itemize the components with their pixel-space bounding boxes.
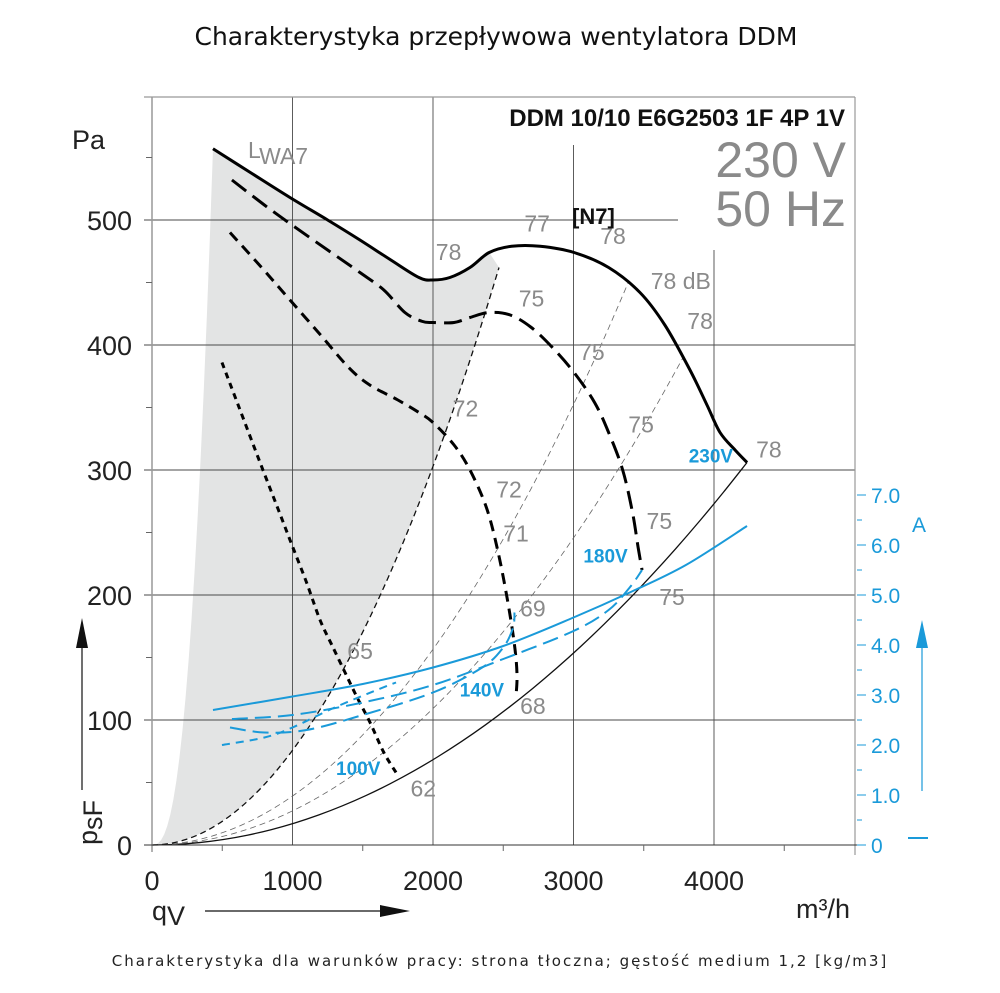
db-label: 75	[519, 285, 545, 311]
x-tick-label: 1000	[262, 866, 322, 896]
y-axis-label: psF	[73, 800, 108, 845]
x-unit: m³/h	[796, 894, 850, 924]
system-curves-layer	[151, 267, 748, 846]
db-label: 62	[411, 775, 437, 801]
y-direction-arrow-icon	[76, 618, 88, 648]
system-curve-1	[151, 357, 684, 846]
system-curve-0	[151, 462, 748, 846]
x-tick-label: 4000	[684, 866, 744, 896]
db-label: 78	[687, 308, 713, 334]
db-label: 69	[520, 595, 546, 621]
svg-text:psF: psF	[73, 800, 108, 845]
y2-tick-label: 6.0	[871, 535, 900, 558]
db-label: 71	[503, 520, 529, 546]
y2-unit: A	[912, 514, 926, 537]
y2-tick-label: 2.0	[871, 735, 900, 758]
x-tick-label: 0	[144, 866, 159, 896]
frequency-label: 50 Hz	[715, 181, 846, 237]
db-label: 75	[628, 412, 654, 438]
y-axis-label-main: p	[73, 830, 103, 845]
lwa-sub: WA7	[259, 143, 308, 169]
y2-tick-label: 5.0	[871, 585, 900, 608]
db-label: 75	[659, 584, 685, 610]
db-label: 75	[647, 508, 673, 534]
y-tick-label: 500	[87, 206, 132, 236]
y-axis-label-sub: sF	[78, 800, 108, 830]
y-tick-label: 100	[87, 706, 132, 736]
y2-tick-label: 1.0	[871, 785, 900, 808]
series-100v	[220, 361, 398, 774]
lwa-region	[152, 148, 500, 845]
voltage-label-100v: 100V	[336, 759, 381, 780]
system-curve-3	[151, 267, 500, 846]
voltage-label-230v: 230V	[689, 447, 734, 468]
x-axis-label-main: q	[152, 896, 167, 926]
series-180v	[231, 178, 644, 571]
y-tick-label: 300	[87, 456, 132, 486]
lwa-region-layer	[152, 148, 500, 845]
db-label: 72	[496, 477, 522, 503]
curve-tag: [N7]	[572, 204, 615, 229]
voltage-label: 230 V	[715, 132, 846, 188]
series-layer	[212, 147, 749, 774]
y2-tick-label: 3.0	[871, 685, 900, 708]
x-tick-label: 2000	[403, 866, 463, 896]
db-label: 78 dB	[651, 268, 711, 294]
x-direction-arrow-icon	[380, 905, 410, 917]
db-label: 78	[756, 437, 782, 463]
current-direction-arrow-icon	[916, 620, 928, 648]
system-curve-2	[151, 282, 629, 846]
y-tick-label: 0	[117, 831, 132, 861]
db-label: 72	[453, 395, 479, 421]
y-tick-label: 200	[87, 581, 132, 611]
db-label: 65	[347, 638, 373, 664]
y2-tick-label: 4.0	[871, 635, 900, 658]
lwa-main: L	[248, 137, 261, 163]
x-tick-label: 3000	[543, 866, 603, 896]
series-180v-current	[231, 569, 643, 720]
db-label: 68	[520, 693, 546, 719]
db-label: 75	[579, 339, 605, 365]
series-230v	[212, 147, 749, 464]
chart-footnote: Charakterystyka dla warunków pracy: stro…	[112, 952, 888, 970]
chart-title: Charakterystyka przepływowa wentylatora …	[194, 22, 797, 51]
y2-tick-label: 0	[871, 835, 883, 858]
labels-layer: 78 77 78 78 dB 78 78 75 75 75 75 75 72 72 71 69 68 65 62 2…	[336, 210, 782, 801]
grid-layer	[144, 96, 856, 855]
model-label: DDM 10/10 E6G2503 1F 4P 1V	[509, 105, 845, 132]
y2-tick-label: 7.0	[871, 485, 900, 508]
db-label: 77	[524, 210, 550, 236]
lwa-label: LWA7	[248, 137, 308, 169]
x-axis-label: qV	[152, 896, 185, 931]
series-140v	[228, 231, 519, 698]
series-230v-current	[212, 525, 748, 711]
db-label: 78	[600, 223, 626, 249]
y-tick-label: 400	[87, 331, 132, 361]
voltage-label-180v: 180V	[583, 547, 628, 568]
series-140v-current	[229, 612, 516, 734]
voltage-label-140v: 140V	[460, 680, 505, 701]
axes-layer: 0 1000 2000 3000 4000 0 100 200 300 400 500 0 1.0 2.0…	[87, 97, 900, 896]
y-unit: Pa	[72, 125, 106, 155]
db-label: 78	[436, 239, 462, 265]
x-axis-label-sub: V	[167, 901, 185, 931]
